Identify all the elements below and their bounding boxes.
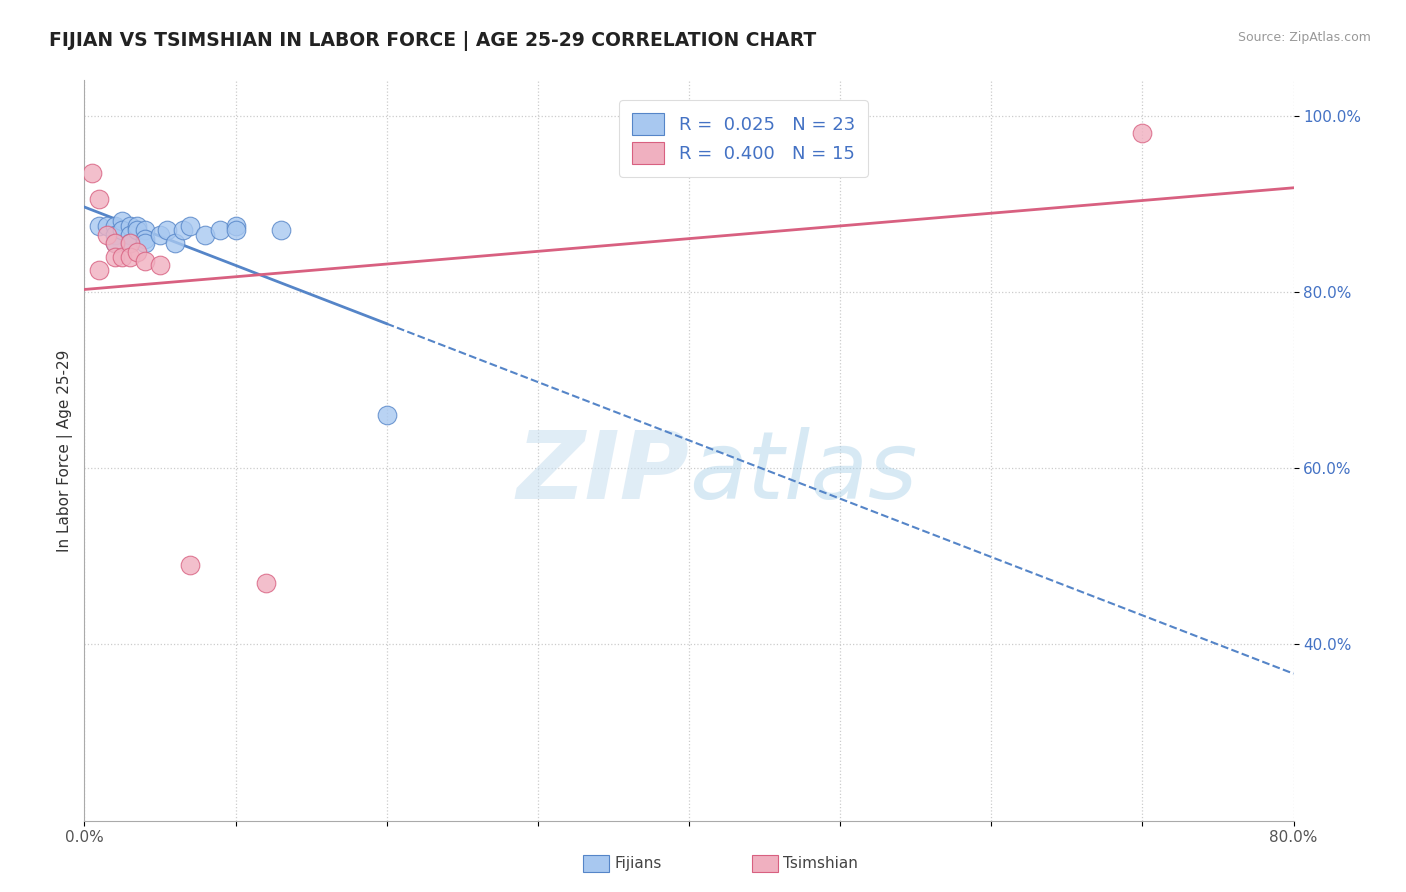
Point bbox=[225, 219, 247, 233]
Text: Source: ZipAtlas.com: Source: ZipAtlas.com bbox=[1237, 31, 1371, 45]
Point bbox=[172, 223, 194, 237]
Point bbox=[96, 219, 118, 233]
Point bbox=[104, 250, 127, 264]
Point bbox=[270, 223, 292, 237]
Point bbox=[127, 223, 149, 237]
Point bbox=[80, 166, 103, 180]
Point bbox=[104, 236, 127, 251]
Point bbox=[89, 192, 111, 206]
Text: ZIP: ZIP bbox=[516, 426, 689, 518]
Text: Fijians: Fijians bbox=[614, 856, 662, 871]
Y-axis label: In Labor Force | Age 25-29: In Labor Force | Age 25-29 bbox=[58, 350, 73, 551]
Point bbox=[118, 236, 141, 251]
Point bbox=[111, 223, 134, 237]
Point bbox=[225, 223, 247, 237]
Point bbox=[127, 219, 149, 233]
Point bbox=[104, 219, 127, 233]
Legend: R =  0.025   N = 23, R =  0.400   N = 15: R = 0.025 N = 23, R = 0.400 N = 15 bbox=[619, 101, 868, 177]
Text: atlas: atlas bbox=[689, 427, 917, 518]
Point bbox=[111, 214, 134, 228]
Point bbox=[194, 227, 217, 242]
Point bbox=[209, 223, 232, 237]
Point bbox=[134, 232, 156, 246]
Point bbox=[118, 236, 141, 251]
Point bbox=[134, 236, 156, 251]
Point bbox=[104, 227, 127, 242]
Point bbox=[1130, 126, 1153, 140]
Point bbox=[179, 558, 201, 572]
Point bbox=[127, 245, 149, 260]
Point bbox=[165, 236, 187, 251]
Point bbox=[89, 219, 111, 233]
Text: FIJIAN VS TSIMSHIAN IN LABOR FORCE | AGE 25-29 CORRELATION CHART: FIJIAN VS TSIMSHIAN IN LABOR FORCE | AGE… bbox=[49, 31, 817, 51]
Point bbox=[111, 250, 134, 264]
Point bbox=[96, 227, 118, 242]
Point bbox=[179, 219, 201, 233]
Point bbox=[375, 408, 398, 422]
Text: Tsimshian: Tsimshian bbox=[783, 856, 858, 871]
Point bbox=[156, 223, 179, 237]
Point bbox=[149, 259, 172, 273]
Point bbox=[134, 223, 156, 237]
Point bbox=[118, 227, 141, 242]
Point bbox=[104, 236, 127, 251]
Point bbox=[149, 227, 172, 242]
Point bbox=[254, 575, 277, 590]
Point bbox=[118, 250, 141, 264]
Point bbox=[118, 219, 141, 233]
Point bbox=[134, 254, 156, 268]
Point bbox=[89, 262, 111, 277]
